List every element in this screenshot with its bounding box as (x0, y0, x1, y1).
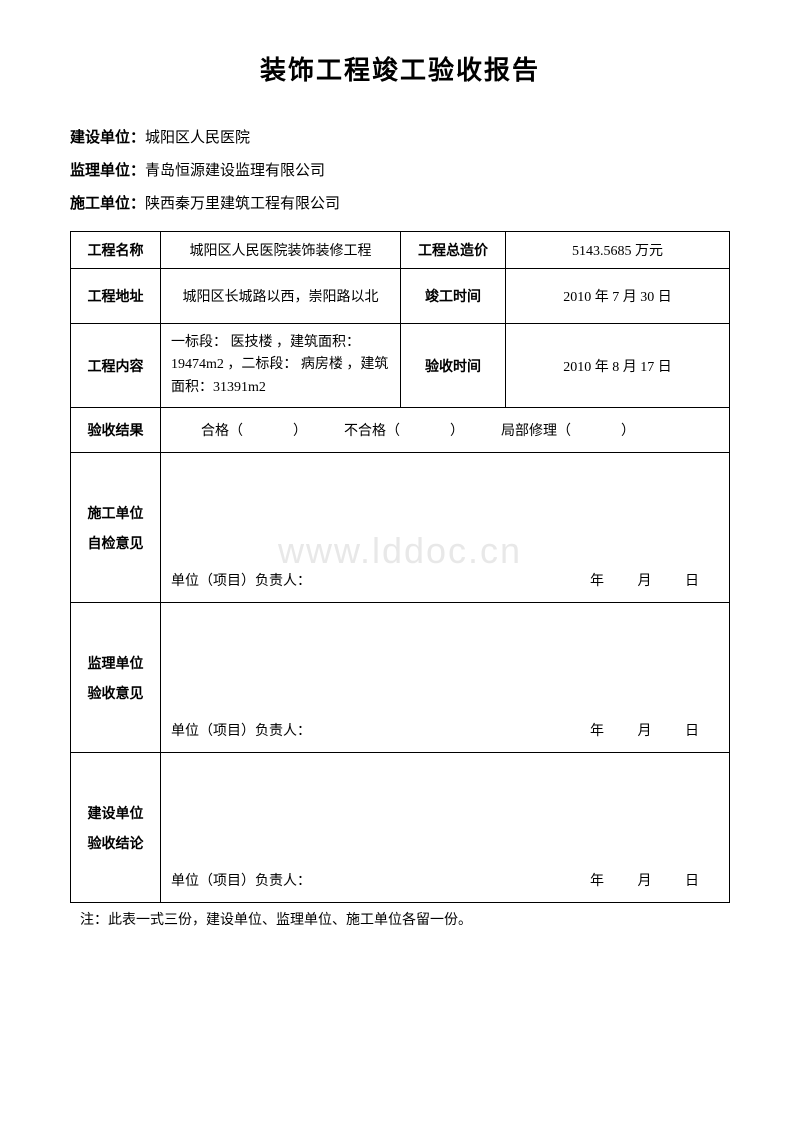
acceptance-time-label: 验收时间 (401, 324, 506, 408)
month-label-2: 月 (638, 724, 652, 739)
construction-sig-label: 单位（项目）负责人： (171, 870, 311, 890)
construction-conclusion-label-2: 验收结论 (77, 833, 154, 853)
result-label: 验收结果 (71, 408, 161, 453)
contractor-unit-row: 施工单位： 陕西秦万里建筑工程有限公司 (70, 188, 730, 221)
project-name-label: 工程名称 (71, 232, 161, 269)
result-unqualified: 不合格（ (344, 424, 400, 439)
contractor-opinion-label: 施工单位 自检意见 (71, 453, 161, 603)
construction-unit-row: 建设单位： 城阳区人民医院 (70, 122, 730, 155)
month-label-3: 月 (638, 874, 652, 889)
year-label-1: 年 (590, 574, 604, 589)
contractor-signature-line: 单位（项目）负责人： 年 月 日 (171, 570, 719, 590)
row-project-content: 工程内容 一标段： 医技楼 ，建筑面积：19474m2 ，二标段： 病房楼 ，建… (71, 324, 730, 408)
contractor-opinion-label-1: 施工单位 (77, 503, 154, 523)
completion-time-value: 2010 年 7 月 30 日 (506, 269, 730, 324)
footnote-text: 注：此表一式三份，建设单位、监理单位、施工单位各留一份。 (70, 909, 730, 929)
acceptance-report-table: 工程名称 城阳区人民医院装饰装修工程 工程总造价 5143.5685 万元 工程… (70, 231, 730, 903)
construction-sig-date: 年 月 日 (590, 870, 719, 890)
contractor-opinion-label-2: 自检意见 (77, 533, 154, 553)
contractor-unit-label: 施工单位： (70, 188, 145, 221)
header-info-section: 建设单位： 城阳区人民医院 监理单位： 青岛恒源建设监理有限公司 施工单位： 陕… (70, 122, 730, 221)
project-content-label: 工程内容 (71, 324, 161, 408)
result-options: 合格（ ） 不合格（ ） 局部修理（ ） (161, 408, 730, 453)
document-title: 装饰工程竣工验收报告 (70, 50, 730, 87)
month-label-1: 月 (638, 574, 652, 589)
row-acceptance-result: 验收结果 合格（ ） 不合格（ ） 局部修理（ ） (71, 408, 730, 453)
project-address-label: 工程地址 (71, 269, 161, 324)
project-name-value: 城阳区人民医院装饰装修工程 (161, 232, 401, 269)
day-label-3: 日 (685, 874, 699, 889)
construction-signature-line: 单位（项目）负责人： 年 月 日 (171, 870, 719, 890)
supervision-sig-date: 年 月 日 (590, 720, 719, 740)
result-close-3: ） (621, 424, 635, 439)
contractor-opinion-content: 单位（项目）负责人： 年 月 日 (161, 453, 730, 603)
project-content-value: 一标段： 医技楼 ，建筑面积：19474m2 ，二标段： 病房楼 ，建筑面积：3… (161, 324, 401, 408)
year-label-3: 年 (590, 874, 604, 889)
supervision-opinion-label-1: 监理单位 (77, 653, 154, 673)
supervision-unit-row: 监理单位： 青岛恒源建设监理有限公司 (70, 155, 730, 188)
supervision-opinion-label-2: 验收意见 (77, 683, 154, 703)
row-construction-conclusion: 建设单位 验收结论 单位（项目）负责人： 年 月 日 (71, 753, 730, 903)
acceptance-time-value: 2010 年 8 月 17 日 (506, 324, 730, 408)
result-qualified: 合格（ (201, 424, 243, 439)
project-address-value: 城阳区长城路以西，崇阳路以北 (161, 269, 401, 324)
row-supervision-opinion: 监理单位 验收意见 单位（项目）负责人： 年 月 日 (71, 603, 730, 753)
contractor-sig-date: 年 月 日 (590, 570, 719, 590)
day-label-1: 日 (685, 574, 699, 589)
supervision-signature-line: 单位（项目）负责人： 年 月 日 (171, 720, 719, 740)
row-project-name: 工程名称 城阳区人民医院装饰装修工程 工程总造价 5143.5685 万元 (71, 232, 730, 269)
contractor-sig-label: 单位（项目）负责人： (171, 570, 311, 590)
supervision-sig-label: 单位（项目）负责人： (171, 720, 311, 740)
construction-unit-value: 城阳区人民医院 (145, 122, 250, 155)
result-close-1: ） (293, 424, 307, 439)
completion-time-label: 竣工时间 (401, 269, 506, 324)
supervision-opinion-content: 单位（项目）负责人： 年 月 日 (161, 603, 730, 753)
result-partial: 局部修理（ (501, 424, 571, 439)
document-content: 装饰工程竣工验收报告 建设单位： 城阳区人民医院 监理单位： 青岛恒源建设监理有… (70, 50, 730, 929)
supervision-opinion-label: 监理单位 验收意见 (71, 603, 161, 753)
year-label-2: 年 (590, 724, 604, 739)
contractor-unit-value: 陕西秦万里建筑工程有限公司 (145, 188, 340, 221)
result-close-2: ） (450, 424, 464, 439)
day-label-2: 日 (685, 724, 699, 739)
total-cost-label: 工程总造价 (401, 232, 506, 269)
construction-conclusion-content: 单位（项目）负责人： 年 月 日 (161, 753, 730, 903)
construction-unit-label: 建设单位： (70, 122, 145, 155)
construction-conclusion-label-1: 建设单位 (77, 803, 154, 823)
supervision-unit-value: 青岛恒源建设监理有限公司 (145, 155, 325, 188)
supervision-unit-label: 监理单位： (70, 155, 145, 188)
row-contractor-opinion: 施工单位 自检意见 单位（项目）负责人： 年 月 日 (71, 453, 730, 603)
row-project-address: 工程地址 城阳区长城路以西，崇阳路以北 竣工时间 2010 年 7 月 30 日 (71, 269, 730, 324)
construction-conclusion-label: 建设单位 验收结论 (71, 753, 161, 903)
total-cost-value: 5143.5685 万元 (506, 232, 730, 269)
